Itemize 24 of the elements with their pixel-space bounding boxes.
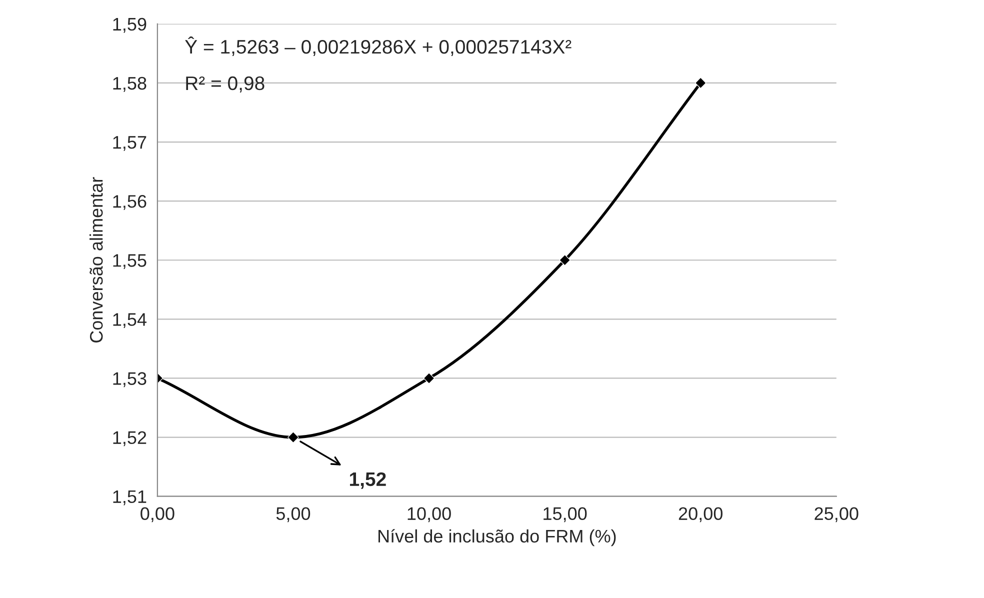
x-axis-title: Nível de inclusão do FRM (%)	[378, 529, 616, 546]
y-tick-label: 1,55	[113, 254, 146, 269]
y-tick-label: 1,51	[113, 490, 146, 506]
point	[694, 77, 706, 89]
y-tick-label: 1,54	[113, 313, 146, 328]
x-tick-label: 25,00	[814, 507, 858, 522]
y-axis-title: Conversão alimentar	[90, 177, 103, 343]
point	[288, 432, 299, 443]
x-tick-label: 5,00	[276, 507, 310, 522]
x-tick-label: 15,00	[544, 507, 587, 522]
y-tick-label: 1,57	[113, 136, 146, 151]
annotation: Ŷ = 1,5263 – 0,00219286X + 0,000257143X²	[185, 36, 572, 56]
y-tick-label: 1,58	[113, 76, 146, 92]
point	[423, 372, 435, 384]
x-tick-label: 20,00	[678, 507, 722, 522]
y-tick-label: 1,53	[113, 372, 146, 388]
y-tick-label: 1,59	[113, 18, 146, 33]
y-tick-label: 1,52	[113, 431, 146, 446]
annotation: R² = 0,98	[186, 76, 264, 92]
point	[559, 254, 570, 266]
annotation: 1,52	[350, 472, 386, 489]
x-tick-label: 0,00	[140, 507, 174, 522]
x-tick-label: 10,00	[408, 507, 451, 522]
y-tick-label: 1,56	[113, 195, 146, 210]
